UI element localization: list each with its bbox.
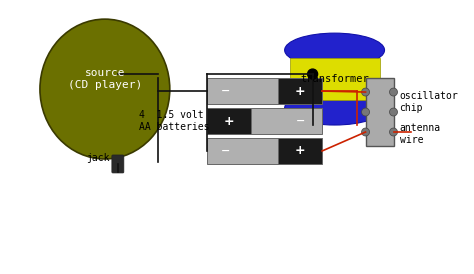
FancyBboxPatch shape xyxy=(207,138,278,164)
Ellipse shape xyxy=(40,19,170,159)
Text: transformer: transformer xyxy=(300,74,369,84)
FancyBboxPatch shape xyxy=(207,78,278,104)
FancyBboxPatch shape xyxy=(251,108,322,134)
Circle shape xyxy=(390,128,398,136)
Ellipse shape xyxy=(285,33,384,67)
FancyBboxPatch shape xyxy=(365,78,393,146)
FancyBboxPatch shape xyxy=(290,58,380,100)
Circle shape xyxy=(362,128,370,136)
Text: source
(CD player): source (CD player) xyxy=(68,68,142,90)
Circle shape xyxy=(390,88,398,96)
Text: −: − xyxy=(221,86,230,96)
Text: jack: jack xyxy=(86,153,109,163)
FancyBboxPatch shape xyxy=(278,78,322,104)
Text: −: − xyxy=(296,116,305,126)
Circle shape xyxy=(390,108,398,116)
Circle shape xyxy=(362,88,370,96)
Text: antenna
wire: antenna wire xyxy=(400,123,441,145)
Ellipse shape xyxy=(285,91,384,125)
Text: +: + xyxy=(295,144,306,158)
Text: 4  1.5 volt
AA batteries: 4 1.5 volt AA batteries xyxy=(139,110,210,132)
FancyBboxPatch shape xyxy=(207,108,251,134)
FancyBboxPatch shape xyxy=(112,155,124,173)
Text: oscillator
chip: oscillator chip xyxy=(400,91,458,113)
Circle shape xyxy=(362,108,370,116)
Circle shape xyxy=(308,69,318,79)
Text: +: + xyxy=(295,85,306,98)
Text: −: − xyxy=(221,146,230,156)
Text: +: + xyxy=(224,115,234,127)
FancyBboxPatch shape xyxy=(278,138,322,164)
